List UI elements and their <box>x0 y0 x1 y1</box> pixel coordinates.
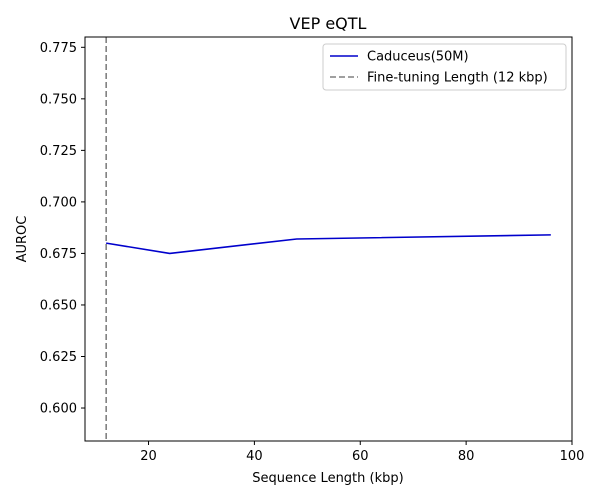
y-tick-label: 0.700 <box>40 195 77 210</box>
chart-title: VEP eQTL <box>290 14 367 33</box>
y-tick-label: 0.725 <box>40 144 77 159</box>
x-tick-label: 60 <box>352 449 369 464</box>
y-tick-label: 0.600 <box>40 402 77 417</box>
y-tick-label: 0.625 <box>40 350 77 365</box>
legend-box <box>322 43 567 91</box>
legend-label: Fine-tuning Length (12 kbp) <box>367 71 548 86</box>
legend-label: Caduceus(50M) <box>367 50 469 65</box>
plot-frame <box>84 36 573 442</box>
y-tick-label: 0.650 <box>40 298 77 313</box>
x-tick-label: 40 <box>246 449 263 464</box>
y-tick-label: 0.750 <box>40 92 77 107</box>
axes-layer: 20 40 60 80 100 0.600 0.625 0.650 0.675 0.700 0.72… <box>40 36 585 464</box>
legend: Caduceus(50M) Fine-tuning Length (12 kbp) <box>322 43 567 91</box>
x-tick-label: 80 <box>458 449 475 464</box>
y-tick-label: 0.775 <box>40 41 77 56</box>
x-axis-label: Sequence Length (kbp) <box>252 471 403 486</box>
x-tick-label: 20 <box>140 449 157 464</box>
series-line-0 <box>106 234 551 255</box>
plot-layer <box>105 37 551 441</box>
y-tick-label: 0.675 <box>40 247 77 262</box>
y-axis-label: AUROC <box>15 216 30 263</box>
x-tick-label: 100 <box>560 449 585 464</box>
